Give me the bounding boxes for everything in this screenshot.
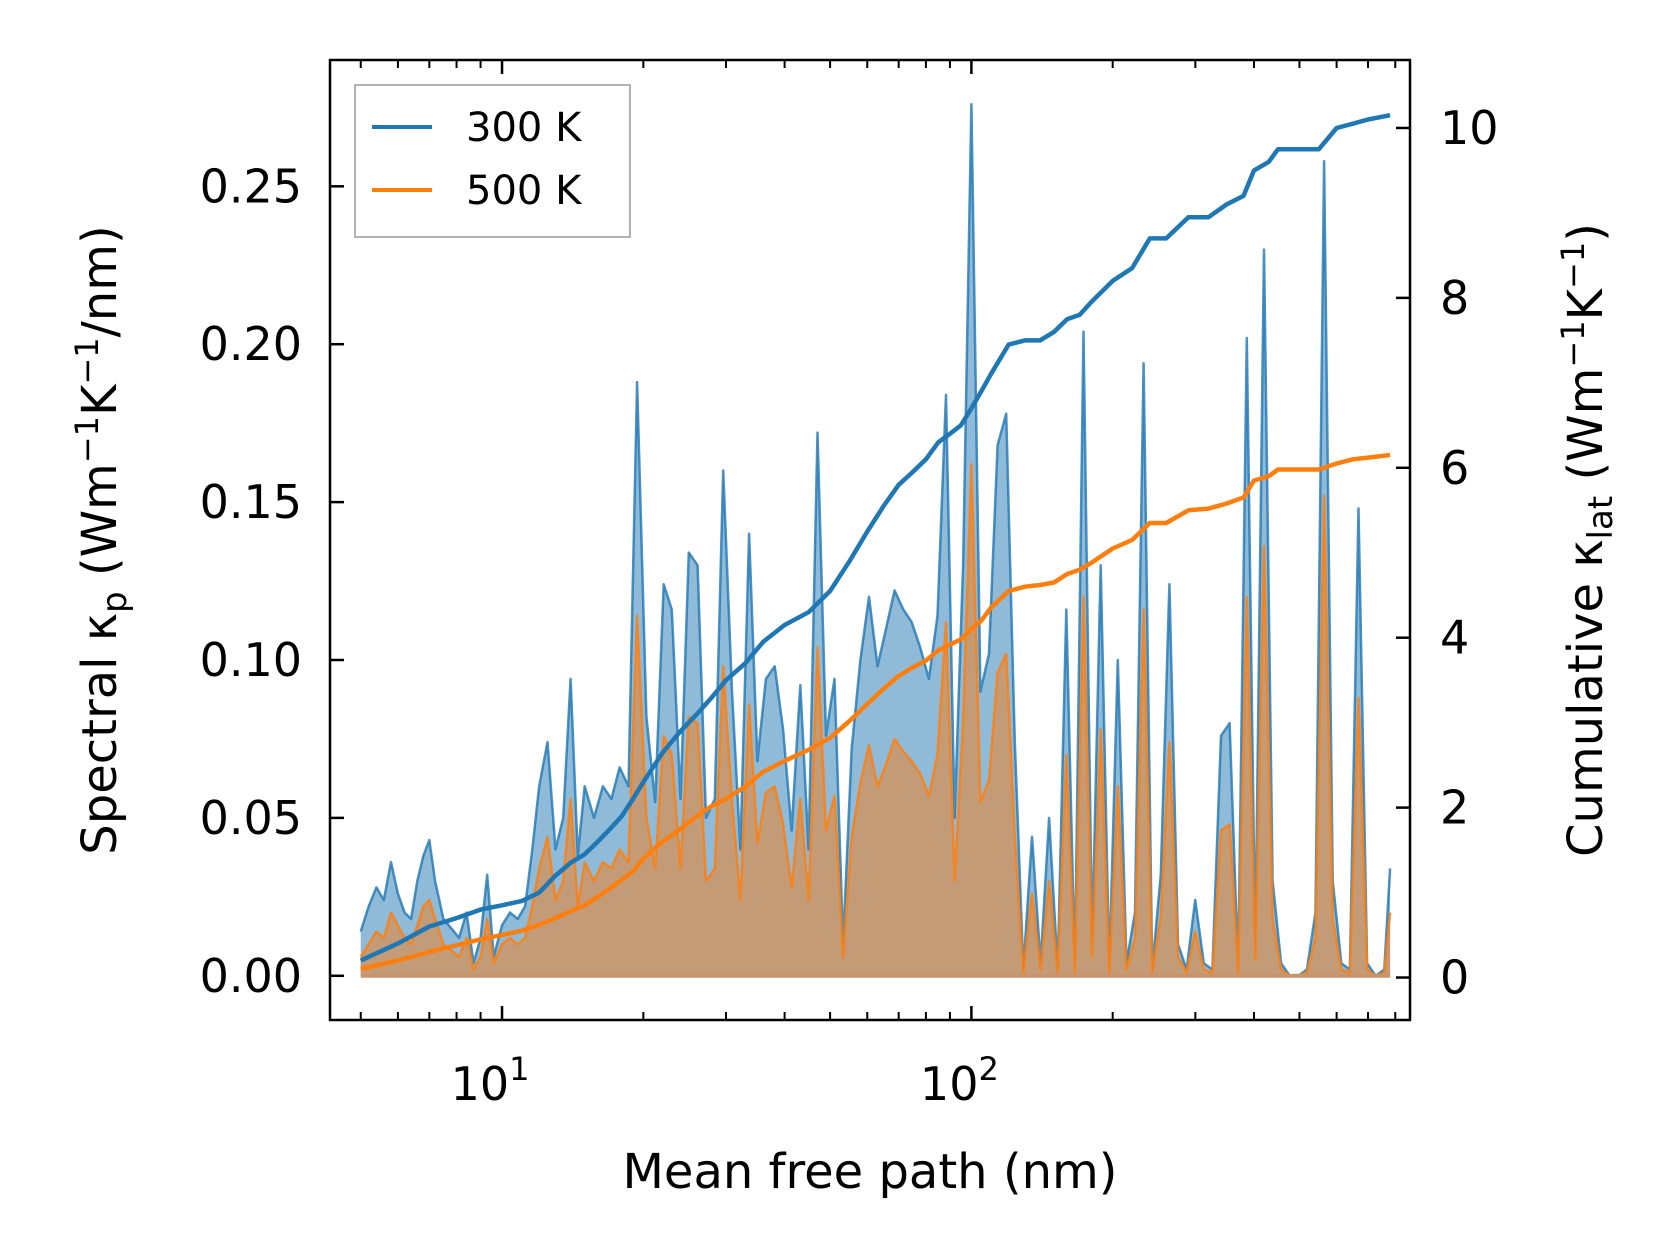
y-right-tick-label-1: 2 — [1440, 781, 1469, 835]
y-left-tick-label-0: 0.00 — [200, 949, 302, 1003]
plot-area — [359, 102, 1392, 978]
y-axis-right-title: Cumulative κlat (Wm−1K−1) — [1554, 223, 1621, 857]
plot-frame — [328, 58, 1412, 1022]
y-axis-left-title: Spectral κp (Wm−1K−1/nm) — [68, 225, 135, 854]
y-right-title-pre: Cumulative κ — [1558, 539, 1614, 857]
y-right-title-sup1: −1 — [1554, 320, 1592, 367]
x-tick-label-exp-1: 2 — [978, 1050, 998, 1088]
y-right-tick-label-0: 0 — [1440, 951, 1469, 1005]
y-left-tick-label-3: 0.15 — [200, 475, 302, 529]
legend-box — [354, 84, 631, 238]
y-left-tick-label-2: 0.10 — [200, 633, 302, 687]
y-right-tick-label-5: 10 — [1440, 101, 1499, 155]
y-right-tick-label-4: 8 — [1440, 271, 1469, 325]
legend-label-500k: 500 K — [466, 168, 583, 214]
y-left-tick-label-5: 0.25 — [200, 159, 302, 213]
legend-label-300k: 300 K — [466, 105, 583, 151]
y-right-title-mid: K — [1558, 287, 1614, 320]
y-left-tick-label-1: 0.05 — [200, 791, 302, 845]
legend: 300 K 500 K — [354, 84, 631, 238]
y-left-tick-label-4: 0.20 — [200, 317, 302, 371]
y-right-tick-label-3: 6 — [1440, 441, 1469, 495]
y-left-title-sub: p — [95, 591, 135, 613]
spectral-line-500k — [359, 462, 1392, 978]
y-left-title-sup2: −1 — [68, 337, 106, 384]
y-left-title-pre: Spectral κ — [72, 613, 128, 855]
y-left-title-post: (Wm — [72, 463, 128, 591]
y-right-tick-label-2: 4 — [1440, 611, 1469, 665]
spectral-area-500k — [360, 464, 1391, 976]
y-left-title-end: /nm) — [72, 225, 128, 337]
x-tick-label-base-1: 10 — [920, 1057, 979, 1111]
cumulative-line-500k — [360, 452, 1391, 972]
y-right-title-sup2: −1 — [1554, 242, 1592, 289]
x-tick-label-base-0: 10 — [451, 1057, 510, 1111]
y-left-title-sup1: −1 — [68, 416, 106, 463]
y-right-title-post: (Wm — [1558, 368, 1614, 496]
x-axis-title: Mean free path (nm) — [623, 1144, 1118, 1200]
y-right-title-sub: lat — [1581, 496, 1621, 540]
x-tick-label-0: 101 — [451, 1050, 530, 1111]
x-tick-label-exp-0: 1 — [509, 1050, 529, 1088]
y-left-title-mid: K — [72, 383, 128, 416]
y-right-title-end: ) — [1558, 223, 1614, 242]
x-tick-label-1: 102 — [920, 1050, 999, 1111]
axis-ticks — [330, 60, 1410, 1020]
cumulative-line-300k — [359, 112, 1391, 963]
